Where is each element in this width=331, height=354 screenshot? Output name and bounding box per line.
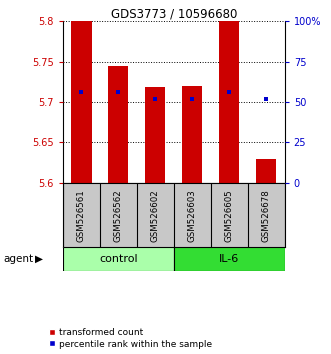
Bar — [182, 86, 203, 183]
Title: GDS3773 / 10596680: GDS3773 / 10596680 — [111, 7, 237, 20]
Text: GSM526603: GSM526603 — [188, 189, 197, 241]
Text: agent: agent — [3, 254, 33, 264]
Text: GSM526678: GSM526678 — [262, 189, 271, 241]
Legend: transformed count, percentile rank within the sample: transformed count, percentile rank withi… — [48, 327, 213, 349]
Text: control: control — [99, 254, 138, 264]
Text: GSM526561: GSM526561 — [77, 189, 86, 241]
Text: GSM526602: GSM526602 — [151, 189, 160, 241]
Bar — [219, 21, 239, 183]
Bar — [108, 66, 128, 183]
Text: GSM526562: GSM526562 — [114, 189, 123, 241]
Bar — [63, 247, 174, 271]
Bar — [145, 87, 166, 183]
Text: IL-6: IL-6 — [219, 254, 239, 264]
Bar — [256, 159, 276, 183]
Bar — [71, 21, 92, 183]
Text: GSM526605: GSM526605 — [225, 189, 234, 241]
Bar — [174, 247, 285, 271]
Text: ▶: ▶ — [35, 254, 43, 264]
